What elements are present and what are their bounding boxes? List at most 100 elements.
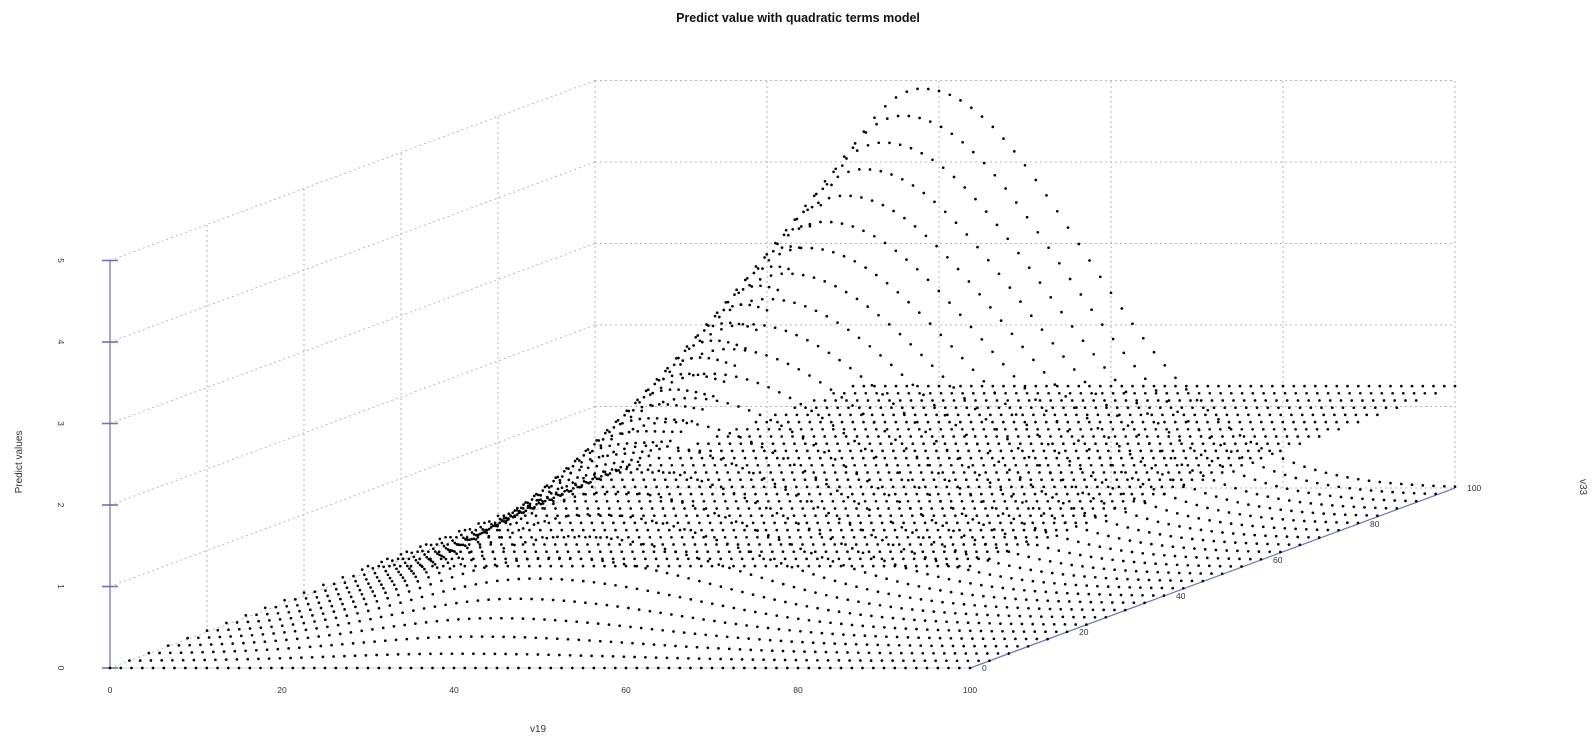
plane-point bbox=[1002, 384, 1005, 388]
hump-point bbox=[1281, 518, 1285, 521]
hump-point bbox=[801, 569, 805, 573]
plane-point bbox=[933, 406, 936, 410]
plane-point bbox=[1182, 449, 1186, 453]
hump-point bbox=[786, 233, 790, 237]
hump-point bbox=[995, 428, 999, 431]
hump-point bbox=[1421, 484, 1425, 487]
plane-point bbox=[1363, 406, 1366, 410]
x-tick-label: 20 bbox=[277, 685, 287, 695]
hump-point bbox=[966, 659, 970, 663]
plane-point bbox=[812, 507, 815, 510]
hump-point bbox=[831, 424, 835, 427]
hump-point bbox=[728, 431, 732, 435]
hump-point bbox=[410, 569, 413, 573]
plane-point bbox=[1072, 514, 1075, 518]
hump-point bbox=[1216, 508, 1220, 512]
hump-point bbox=[390, 613, 394, 617]
plane-point bbox=[1203, 449, 1207, 453]
plane-point bbox=[684, 550, 688, 554]
plane-point bbox=[1031, 485, 1035, 489]
hump-point bbox=[754, 265, 758, 268]
hump-point bbox=[1132, 560, 1136, 564]
plane-point bbox=[790, 543, 794, 546]
hump-point bbox=[479, 532, 482, 536]
hump-point bbox=[764, 612, 768, 616]
plane-point bbox=[1171, 413, 1175, 417]
hump-point bbox=[640, 450, 644, 454]
hump-point bbox=[925, 628, 929, 631]
plane-point bbox=[1152, 456, 1155, 460]
plane-point bbox=[936, 564, 940, 568]
hump-point bbox=[903, 216, 906, 220]
hump-point bbox=[1001, 362, 1005, 366]
hump-point bbox=[1130, 477, 1134, 480]
hump-point bbox=[1006, 437, 1009, 441]
plane-point bbox=[909, 435, 913, 438]
hump-point bbox=[352, 574, 355, 578]
hump-point bbox=[1298, 500, 1302, 504]
plane-point bbox=[1141, 456, 1145, 460]
hump-point bbox=[868, 508, 871, 512]
hump-point bbox=[644, 389, 648, 393]
hump-point bbox=[793, 218, 797, 221]
plane-point bbox=[934, 557, 937, 561]
hump-point bbox=[645, 429, 648, 433]
hump-point bbox=[371, 567, 375, 570]
plane-point bbox=[1352, 406, 1356, 410]
hump-point bbox=[782, 233, 786, 237]
plane-point bbox=[807, 564, 811, 568]
plane-point bbox=[441, 564, 445, 568]
plane-point bbox=[832, 391, 835, 395]
plane-point bbox=[807, 492, 811, 496]
hump-point bbox=[704, 534, 708, 538]
hump-point bbox=[672, 630, 675, 633]
hump-point bbox=[571, 481, 575, 484]
hump-point bbox=[330, 643, 333, 647]
hump-point bbox=[1124, 510, 1128, 514]
plane-point bbox=[812, 471, 816, 474]
plane-point bbox=[1240, 463, 1243, 467]
hump-point bbox=[1190, 579, 1194, 583]
hump-point bbox=[1053, 581, 1056, 585]
hump-point bbox=[952, 529, 955, 533]
hump-point bbox=[1434, 492, 1437, 496]
plane-point bbox=[1358, 391, 1362, 395]
plane-point bbox=[739, 478, 742, 482]
hump-point bbox=[850, 666, 854, 670]
hump-point bbox=[1039, 615, 1043, 618]
hump-point bbox=[1160, 544, 1164, 547]
plane-point bbox=[581, 564, 585, 568]
hump-point bbox=[1078, 553, 1082, 557]
hump-point bbox=[893, 626, 897, 630]
hump-point bbox=[805, 658, 808, 662]
hump-point bbox=[716, 358, 719, 362]
plane-point bbox=[1063, 485, 1067, 489]
hump-point bbox=[1122, 351, 1126, 355]
plane-point bbox=[1264, 435, 1267, 438]
plane-point bbox=[1167, 435, 1171, 438]
hump-point bbox=[676, 656, 679, 660]
plane-point bbox=[838, 449, 841, 453]
plane-point bbox=[1079, 427, 1082, 431]
hump-point bbox=[639, 626, 643, 630]
hump-point bbox=[664, 369, 667, 373]
plane-point bbox=[897, 543, 901, 546]
plane-point bbox=[1029, 406, 1033, 410]
hump-point bbox=[560, 486, 564, 490]
hump-point bbox=[1029, 483, 1033, 487]
plane-point bbox=[1119, 492, 1123, 496]
plane-point bbox=[715, 543, 718, 546]
plane-point bbox=[915, 420, 919, 424]
plane-point bbox=[1003, 535, 1006, 539]
hump-point bbox=[855, 585, 858, 589]
hump-point bbox=[408, 567, 411, 570]
plane-point bbox=[549, 564, 553, 568]
hump-point bbox=[861, 624, 865, 628]
plane-point bbox=[521, 507, 525, 510]
hump-point bbox=[526, 504, 530, 508]
hump-point bbox=[1197, 564, 1200, 567]
hump-point bbox=[300, 615, 303, 619]
hump-point bbox=[398, 666, 402, 670]
plane-point bbox=[833, 471, 837, 474]
plane-point bbox=[820, 499, 824, 503]
